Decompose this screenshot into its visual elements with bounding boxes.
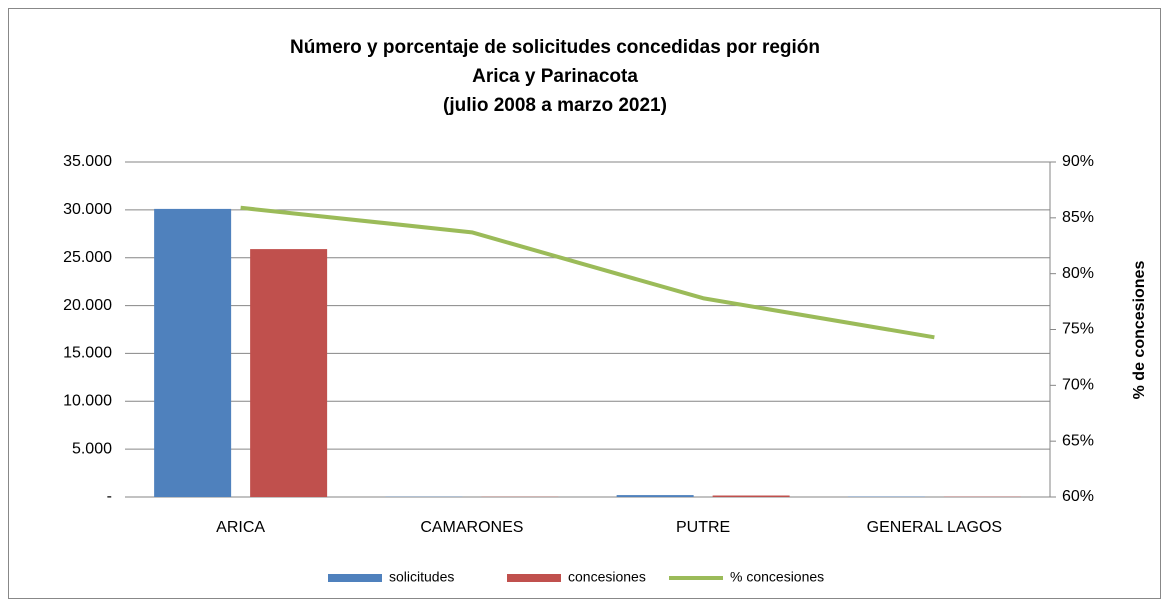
y-tick-label: 20.000 (63, 297, 112, 314)
y-tick-label: 10.000 (63, 393, 112, 410)
legend-swatch (507, 574, 561, 582)
x-tick-label: GENERAL LAGOS (867, 519, 1002, 536)
bar (250, 249, 328, 497)
bar (616, 495, 694, 497)
y-tick-label: 35.000 (63, 153, 112, 170)
y2-tick-label: 60% (1062, 488, 1094, 505)
chart-title: Número y porcentaje de solicitudes conce… (290, 37, 820, 58)
legend-label: solicitudes (389, 569, 454, 585)
y2-tick-label: 65% (1062, 432, 1094, 449)
y2-tick-label: 85% (1062, 209, 1094, 226)
chart-title: Arica y Parinacota (472, 66, 638, 87)
y-tick-label: 15.000 (63, 345, 112, 362)
y2-tick-label: 75% (1062, 321, 1094, 338)
y2-axis-label: % de concesiones (1131, 261, 1148, 400)
y-tick-label: 25.000 (63, 249, 112, 266)
y-tick-label: - (107, 488, 112, 505)
legend-label: concesiones (568, 569, 646, 585)
y-tick-label: 30.000 (63, 201, 112, 218)
y2-tick-label: 80% (1062, 265, 1094, 282)
bar (154, 208, 232, 497)
bar (712, 495, 790, 497)
y2-tick-label: 70% (1062, 377, 1094, 394)
y-tick-label: 5.000 (72, 440, 112, 457)
x-tick-label: PUTRE (676, 519, 730, 536)
legend-swatch (328, 574, 382, 582)
y2-tick-label: 90% (1062, 153, 1094, 170)
chart-title: (julio 2008 a marzo 2021) (443, 95, 667, 116)
x-tick-label: ARICA (216, 519, 265, 536)
x-tick-label: CAMARONES (420, 519, 523, 536)
legend-label: % concesiones (730, 569, 824, 585)
line-series (240, 205, 935, 340)
